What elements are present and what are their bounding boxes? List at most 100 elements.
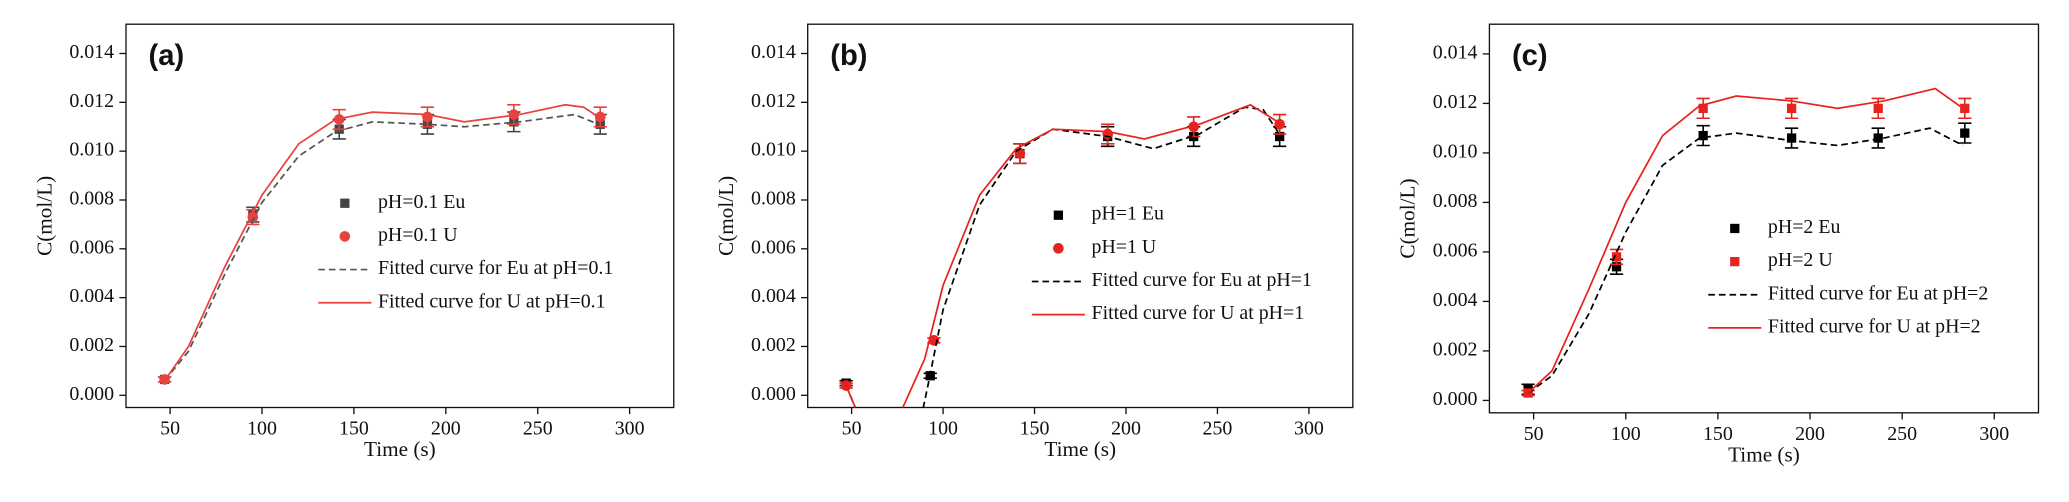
legend-label: Fitted curve for Eu at pH=0.1 xyxy=(378,257,613,279)
marker xyxy=(1786,133,1797,143)
marker xyxy=(1611,252,1622,262)
fitted-curve xyxy=(163,113,599,382)
y-axis-title: C(mol/L) xyxy=(714,176,738,256)
marker xyxy=(1873,103,1883,114)
fitted-curve xyxy=(845,106,1279,408)
x-tick-label: 150 xyxy=(339,418,369,440)
y-tick-label: 0.000 xyxy=(69,383,114,405)
marker xyxy=(1698,103,1708,114)
panel: 50 100 150 200 250 300 0.000 0.002 0.004 0.006 0.0… xyxy=(714,23,1354,461)
plot-frame xyxy=(1488,23,2040,414)
panel: 50 100 150 200 250 300 0.000 0.002 0.004 0.006 0.0… xyxy=(32,23,675,461)
fitted-curve xyxy=(845,103,1279,408)
fitted-curve xyxy=(163,103,599,382)
y-tick-label: 0.004 xyxy=(751,285,796,307)
legend-label: Fitted curve for Eu at pH=2 xyxy=(1768,282,1988,304)
y-tick-label: 0.008 xyxy=(1433,190,1478,212)
legend-marker xyxy=(1730,223,1740,234)
legend-label: pH=2 Eu xyxy=(1768,216,1841,238)
legend-label: Fitted curve for U at pH=1 xyxy=(1092,302,1305,324)
marker xyxy=(1873,133,1883,143)
marker xyxy=(1102,128,1113,140)
y-tick-label: 0.002 xyxy=(69,334,114,356)
legend-marker xyxy=(1053,243,1064,254)
legend-marker xyxy=(340,198,350,208)
y-tick-label: 0.012 xyxy=(69,90,114,112)
y-tick-label: 0.008 xyxy=(751,188,796,210)
y-tick-label: 0.012 xyxy=(1433,91,1478,113)
x-tick-label: 250 xyxy=(523,418,553,440)
y-axis-title: C(mol/L) xyxy=(1396,178,1420,258)
y-axis-title: C(mol/L) xyxy=(32,176,56,256)
y-tick-label: 0.014 xyxy=(69,41,114,63)
x-tick-label: 300 xyxy=(1979,423,2009,445)
x-tick-label: 200 xyxy=(431,418,461,440)
y-tick-label: 0.010 xyxy=(69,139,114,161)
y-tick-label: 0.000 xyxy=(751,383,796,405)
legend-label: pH=2 U xyxy=(1768,249,1833,271)
y-tick-label: 0.004 xyxy=(69,285,114,307)
panel-label: (b) xyxy=(830,40,867,72)
plot-area xyxy=(1521,87,1972,398)
plot-area xyxy=(157,103,607,385)
legend-label: Fitted curve for U at pH=0.1 xyxy=(378,290,606,312)
x-tick-label: 150 xyxy=(1020,418,1050,440)
panel: 50 100 150 200 250 300 0.000 0.002 0.004 0.006 0.0… xyxy=(1396,23,2040,466)
y-tick-label: 0.010 xyxy=(1433,140,1478,162)
x-tick-label: 100 xyxy=(928,418,958,440)
x-tick-label: 200 xyxy=(1111,418,1141,440)
x-axis-title: Time (s) xyxy=(1728,442,1800,466)
y-tick-label: 0.014 xyxy=(1433,41,1478,63)
x-axis-title: Time (s) xyxy=(1044,437,1116,461)
marker xyxy=(1611,262,1622,272)
marker xyxy=(1698,130,1708,141)
y-tick-label: 0.006 xyxy=(69,236,114,258)
legend-label: Fitted curve for U at pH=2 xyxy=(1768,315,1981,337)
y-tick-label: 0.012 xyxy=(751,90,796,112)
y-tick-label: 0.006 xyxy=(1433,239,1478,261)
x-tick-label: 50 xyxy=(842,418,862,440)
legend-label: pH=1 U xyxy=(1092,236,1157,258)
panel-label: (a) xyxy=(149,40,185,72)
y-tick-label: 0.002 xyxy=(1433,338,1478,360)
legend-label: pH=1 Eu xyxy=(1092,203,1165,225)
fitted-curve xyxy=(1527,87,1964,394)
legend-marker xyxy=(1730,256,1740,267)
x-tick-label: 300 xyxy=(615,418,645,440)
x-tick-label: 50 xyxy=(160,418,180,440)
marker xyxy=(422,111,433,123)
plot-frame xyxy=(807,23,1354,409)
legend-label: pH=0.1 U xyxy=(378,224,458,246)
panel-label: (c) xyxy=(1512,40,1548,72)
y-tick-label: 0.000 xyxy=(1433,388,1478,410)
x-tick-label: 200 xyxy=(1795,423,1825,445)
marker xyxy=(1960,128,1970,138)
x-axis-title: Time (s) xyxy=(364,437,436,461)
fitted-curve xyxy=(1527,127,1964,394)
legend-label: pH=0.1 Eu xyxy=(378,191,465,213)
legend-label: Fitted curve for Eu at pH=1 xyxy=(1092,269,1312,291)
marker xyxy=(594,111,606,123)
y-tick-label: 0.010 xyxy=(751,139,796,161)
marker xyxy=(1960,103,1970,114)
x-tick-label: 300 xyxy=(1294,418,1324,440)
plot-frame xyxy=(125,23,675,409)
y-tick-label: 0.014 xyxy=(751,41,796,63)
y-tick-label: 0.002 xyxy=(751,334,796,356)
plot-area xyxy=(839,103,1287,408)
y-tick-label: 0.008 xyxy=(69,188,114,210)
x-tick-label: 100 xyxy=(247,418,277,440)
y-tick-label: 0.006 xyxy=(751,236,796,258)
x-tick-label: 150 xyxy=(1703,423,1733,445)
marker xyxy=(1274,131,1285,142)
x-tick-label: 50 xyxy=(1524,423,1544,445)
x-tick-label: 100 xyxy=(1611,423,1641,445)
y-tick-label: 0.004 xyxy=(1433,289,1478,311)
legend-marker xyxy=(339,231,351,242)
x-tick-label: 250 xyxy=(1887,423,1917,445)
x-tick-label: 250 xyxy=(1203,418,1233,440)
marker xyxy=(1188,121,1199,133)
marker xyxy=(1786,103,1797,114)
